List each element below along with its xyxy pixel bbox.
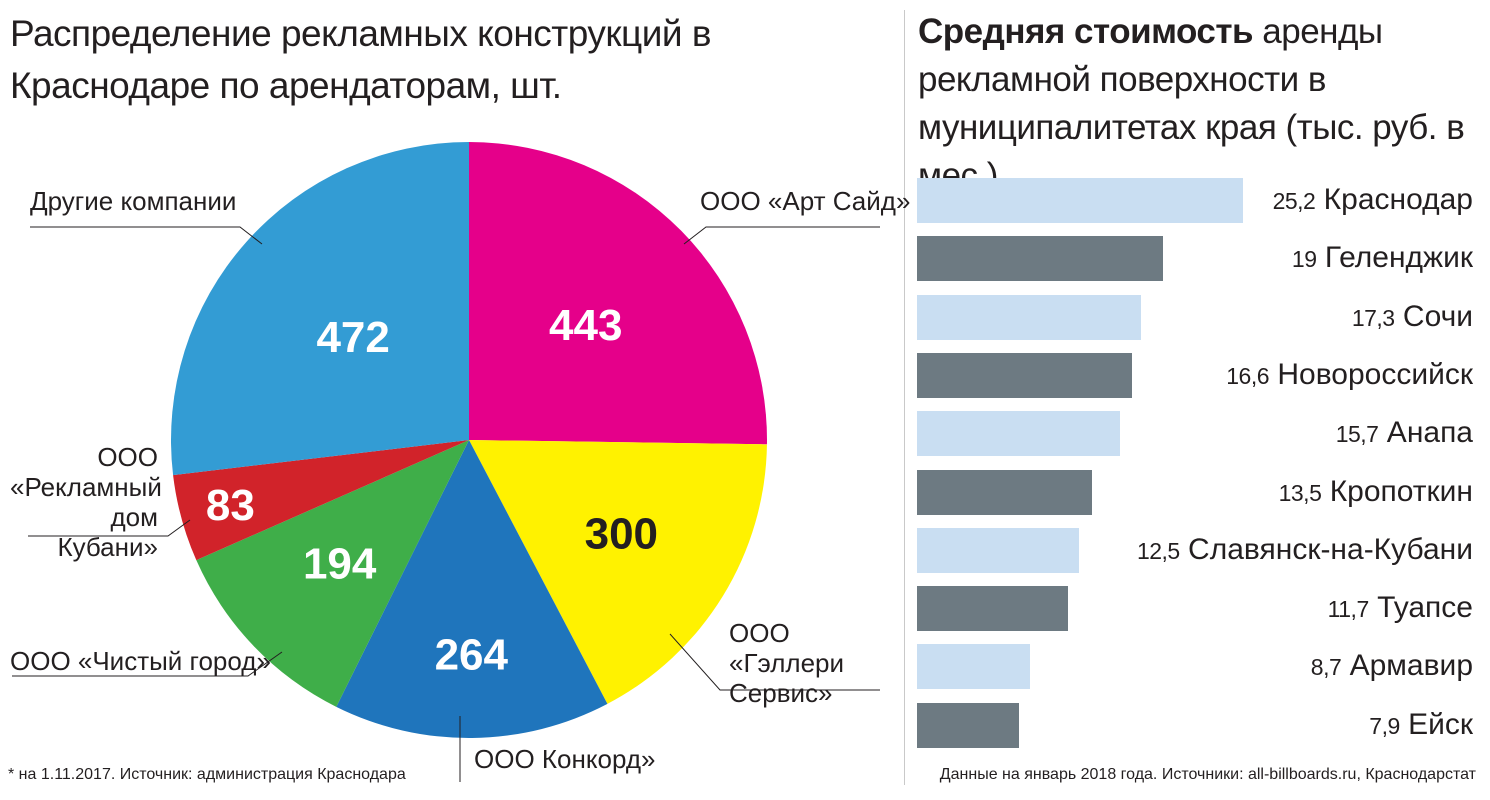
leader-line-chisty-gorod bbox=[12, 651, 283, 677]
pie-slice-other bbox=[170, 142, 469, 476]
bar-row: 17,3 Сочи bbox=[917, 294, 1477, 340]
pie-legend-label-reklamny-dom: ООО «Рекламный дом Кубани» bbox=[10, 442, 162, 562]
bar bbox=[917, 294, 1141, 340]
bar-label: 13,5 Кропоткин bbox=[1279, 472, 1473, 513]
bar-value-label: 19 bbox=[1291, 246, 1317, 273]
bar-row: 13,5 Кропоткин bbox=[917, 469, 1477, 515]
pie-value-konkord: 264 bbox=[435, 631, 509, 680]
pie-chart-footnote: * на 1.11.2017. Источник: администрация … bbox=[8, 766, 406, 783]
pie-legend-label-art-side: ООО «Арт Сайд» bbox=[700, 186, 911, 216]
bar-label: 11,7 Туапсе bbox=[1328, 588, 1473, 629]
bar-row: 15,7 Анапа bbox=[917, 411, 1477, 457]
bar-category-label: Славянск-на-Кубани bbox=[1179, 532, 1473, 566]
bar-value-label: 13,5 bbox=[1278, 479, 1322, 506]
bar-value-label: 15,7 bbox=[1335, 421, 1379, 448]
bar-row: 11,7 Туапсе bbox=[917, 586, 1477, 632]
bar bbox=[917, 527, 1079, 573]
pie-value-gallery-service: 300 bbox=[585, 510, 658, 559]
leader-line-other bbox=[30, 226, 263, 245]
pie-value-chisty-gorod: 194 bbox=[303, 539, 377, 588]
bar-value-label: 16,6 bbox=[1226, 362, 1270, 389]
bar-category-label: Геленджик bbox=[1316, 241, 1473, 275]
bar bbox=[917, 236, 1163, 282]
pie-value-reklamny-dom: 83 bbox=[206, 481, 255, 530]
bar-category-label: Краснодар bbox=[1315, 183, 1473, 216]
bar-row: 12,5 Славянск-на-Кубани bbox=[917, 527, 1477, 573]
bar-row: 16,6 Новороссийск bbox=[917, 352, 1477, 398]
pie-slice-chisty-gorod bbox=[196, 440, 469, 707]
pie-value-other: 472 bbox=[316, 313, 389, 362]
bar-label: 12,5 Славянск-на-Кубани bbox=[1137, 530, 1473, 571]
bar bbox=[917, 702, 1020, 748]
bar-row: 8,7 Армавир bbox=[917, 644, 1477, 690]
bar-chart-footnote: Данные на январь 2018 года. Источники: a… bbox=[939, 766, 1476, 783]
leader-line-gallery-service bbox=[669, 633, 880, 691]
bar bbox=[917, 644, 1030, 690]
bar-category-label: Сочи bbox=[1394, 299, 1473, 333]
bar bbox=[917, 469, 1092, 515]
bar-label: 25,2 Краснодар bbox=[1273, 180, 1473, 221]
bar-category-label: Армавир bbox=[1341, 649, 1473, 683]
bar bbox=[917, 586, 1069, 632]
bar-chart-title: Средняя стоимость аренды рекламной повер… bbox=[918, 8, 1483, 200]
leader-line-reklamny-dom bbox=[28, 519, 191, 537]
bar-category-label: Анапа bbox=[1378, 416, 1473, 450]
pie-legend-label-chisty-gorod: ООО «Чистый город» bbox=[10, 646, 271, 676]
pie-slice-gallery-service bbox=[469, 440, 767, 704]
bar-value-label: 25,2 bbox=[1272, 188, 1316, 214]
bar-value-label: 17,3 bbox=[1351, 304, 1395, 331]
bar-value-label: 12,5 bbox=[1136, 537, 1180, 564]
pie-slice-art-side bbox=[469, 142, 767, 445]
bar-chart-title-rest: аренды рекламной поверхности в муниципал… bbox=[918, 12, 1465, 195]
pie-chart: 443 300 264 194 83 472 bbox=[12, 142, 880, 782]
bar-category-label: Новороссийск bbox=[1269, 357, 1473, 391]
bar bbox=[917, 178, 1243, 223]
bar-value-label: 11,7 bbox=[1327, 596, 1370, 623]
pie-value-art-side: 443 bbox=[549, 301, 622, 350]
pie-legend-label-gallery-service: ООО «Гэллери Сервис» bbox=[729, 618, 845, 708]
bar-label: 7,9 Ейск bbox=[1369, 705, 1473, 746]
pie-chart-title: Распределение рекламных конструкций в Кр… bbox=[10, 13, 712, 106]
pie-legend-label-other: Другие компании bbox=[30, 186, 237, 216]
pie-legend-label-konkord: ООО Конкорд» bbox=[474, 744, 656, 774]
bar-value-label: 7,9 bbox=[1369, 712, 1400, 739]
chart-divider bbox=[904, 10, 905, 785]
pie-slice-konkord bbox=[336, 440, 608, 739]
bar-row: 25,2 Краснодар bbox=[917, 178, 1477, 223]
bar-category-label: Туапсе bbox=[1368, 591, 1473, 625]
bar-label: 16,6 Новороссийск bbox=[1226, 355, 1473, 396]
bar-label: 19 Геленджик bbox=[1292, 238, 1473, 279]
bar-label: 8,7 Армавир bbox=[1311, 646, 1473, 687]
bar-row: 7,9 Ейск bbox=[917, 702, 1477, 748]
bar-value-label: 8,7 bbox=[1310, 654, 1342, 681]
leader-line-art-side bbox=[683, 226, 880, 245]
bar-category-label: Кропоткин bbox=[1321, 474, 1473, 508]
bar-label: 15,7 Анапа bbox=[1336, 413, 1473, 454]
pie-slice-reklamny-dom bbox=[173, 440, 469, 561]
bar-chart-title-bold: Средняя стоимость bbox=[918, 12, 1254, 51]
bar bbox=[917, 411, 1121, 457]
bar-row: 19 Геленджик bbox=[917, 236, 1477, 282]
bar-label: 17,3 Сочи bbox=[1352, 297, 1473, 338]
bar bbox=[917, 352, 1132, 398]
bar-category-label: Ейск bbox=[1399, 707, 1473, 741]
